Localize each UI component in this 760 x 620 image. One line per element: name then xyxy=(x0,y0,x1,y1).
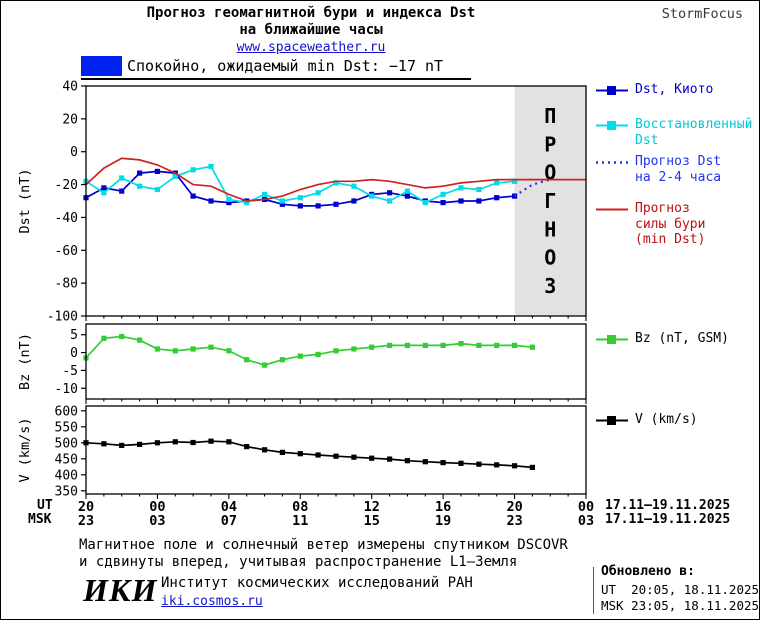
svg-text:12: 12 xyxy=(364,499,380,515)
svg-text:550: 550 xyxy=(55,420,78,435)
legend-storm-forecast: Прогноз силы бури (min Dst) xyxy=(595,201,705,248)
svg-text:5: 5 xyxy=(70,328,78,343)
svg-text:П: П xyxy=(544,104,556,128)
spaceweather-link[interactable]: www.spaceweather.ru xyxy=(236,40,386,55)
svg-text:23: 23 xyxy=(506,513,522,529)
svg-text:07: 07 xyxy=(221,513,237,529)
legend-bz-label: Bz (nT, GSM) xyxy=(635,331,729,346)
svg-text:-20: -20 xyxy=(55,178,78,193)
svg-text:-80: -80 xyxy=(55,277,78,292)
legend-v-label: V (km/s) xyxy=(635,412,698,427)
svg-text:20: 20 xyxy=(78,499,94,515)
svg-text:03: 03 xyxy=(149,513,165,529)
svg-text:15: 15 xyxy=(364,513,380,529)
svg-text:-40: -40 xyxy=(55,211,78,226)
msk-date-range: 17.11–19.11.2025 xyxy=(605,512,731,527)
status-swatch xyxy=(81,56,122,76)
svg-text:20: 20 xyxy=(506,499,522,515)
svg-text:О: О xyxy=(544,161,556,185)
institute-name: Институт космических исследований РАН xyxy=(161,575,473,591)
svg-text:-100: -100 xyxy=(47,310,78,325)
updated-msk: MSK 23:05, 18.11.2025 xyxy=(601,598,760,613)
page-title: Прогноз геомагнитной бури и индекса Dst xyxy=(146,5,476,21)
svg-text:19: 19 xyxy=(435,513,451,529)
svg-text:11: 11 xyxy=(292,513,308,529)
iki-link[interactable]: iki.cosmos.ru xyxy=(161,594,263,609)
svg-text:Р: Р xyxy=(544,132,556,156)
dst-forecast-legend-icon xyxy=(596,161,628,164)
svg-text:Н: Н xyxy=(544,217,556,241)
footer-note-line2: и сдвинуты вперед, учитывая распростране… xyxy=(79,554,518,570)
restored-dst-legend-icon xyxy=(596,121,628,130)
svg-text:V (km/s): V (km/s) xyxy=(17,417,33,482)
svg-text:450: 450 xyxy=(55,452,78,467)
updated-ut: UT 20:05, 18.11.2025 xyxy=(601,582,760,597)
svg-text:00: 00 xyxy=(149,499,165,515)
svg-text:Bz (nT): Bz (nT) xyxy=(17,333,33,390)
legend-dst-forecast-label: Прогноз Dst на 2-4 часа xyxy=(635,154,722,185)
brand-label: StormFocus xyxy=(661,6,743,22)
legend-storm-forecast-label: Прогноз силы бури (min Dst) xyxy=(635,201,706,247)
svg-text:Г: Г xyxy=(544,189,556,213)
footer-note-line1: Магнитное поле и солнечный ветер измерен… xyxy=(79,537,568,553)
svg-text:23: 23 xyxy=(78,513,94,529)
svg-text:04: 04 xyxy=(221,499,237,515)
iki-logo: ИКИ xyxy=(83,572,158,608)
legend-dst-kyoto: Dst, Киото xyxy=(595,82,713,98)
svg-text:400: 400 xyxy=(55,468,78,483)
svg-text:Dst (nT): Dst (nT) xyxy=(17,168,33,233)
status-text: Спокойно, ожидаемый min Dst: −17 nT xyxy=(127,57,444,75)
svg-text:40: 40 xyxy=(62,80,78,95)
bz-legend-icon xyxy=(596,335,628,344)
dst-kyoto-legend-icon xyxy=(596,86,628,95)
legend-v: V (km/s) xyxy=(595,412,698,428)
svg-text:16: 16 xyxy=(435,499,451,515)
footer-divider xyxy=(593,567,594,614)
legend-dst-kyoto-label: Dst, Киото xyxy=(635,82,714,97)
svg-text:350: 350 xyxy=(55,484,78,499)
legend-bz: Bz (nT, GSM) xyxy=(595,331,729,347)
svg-text:-5: -5 xyxy=(62,364,78,379)
svg-text:О: О xyxy=(544,246,556,270)
ut-date-range: 17.11–19.11.2025 xyxy=(605,498,731,513)
svg-text:08: 08 xyxy=(292,499,308,515)
svg-text:600: 600 xyxy=(55,404,78,419)
svg-text:0: 0 xyxy=(70,346,78,361)
svg-text:-60: -60 xyxy=(55,244,78,259)
svg-text:-10: -10 xyxy=(55,382,78,397)
v-legend-icon xyxy=(596,416,628,425)
svg-text:500: 500 xyxy=(55,436,78,451)
storm-forecast-legend-icon xyxy=(596,208,628,211)
ut-axis-label: UT xyxy=(37,498,53,513)
legend-dst-forecast: Прогноз Dst на 2-4 часа xyxy=(595,154,721,185)
svg-text:03: 03 xyxy=(578,513,594,529)
svg-text:0: 0 xyxy=(70,145,78,160)
msk-axis-label: MSK xyxy=(28,512,52,527)
legend-restored-dst-label: Восстановленный Dst xyxy=(635,117,753,148)
status-bar: Спокойно, ожидаемый min Dst: −17 nT xyxy=(81,56,471,80)
updated-heading: Обновлено в: xyxy=(601,564,695,579)
svg-text:20: 20 xyxy=(62,112,78,127)
page-subtitle: на ближайшие часы xyxy=(239,22,383,38)
svg-text:З: З xyxy=(544,274,556,298)
legend-restored-dst: Восстановленный Dst xyxy=(595,117,752,148)
svg-text:00: 00 xyxy=(578,499,594,515)
